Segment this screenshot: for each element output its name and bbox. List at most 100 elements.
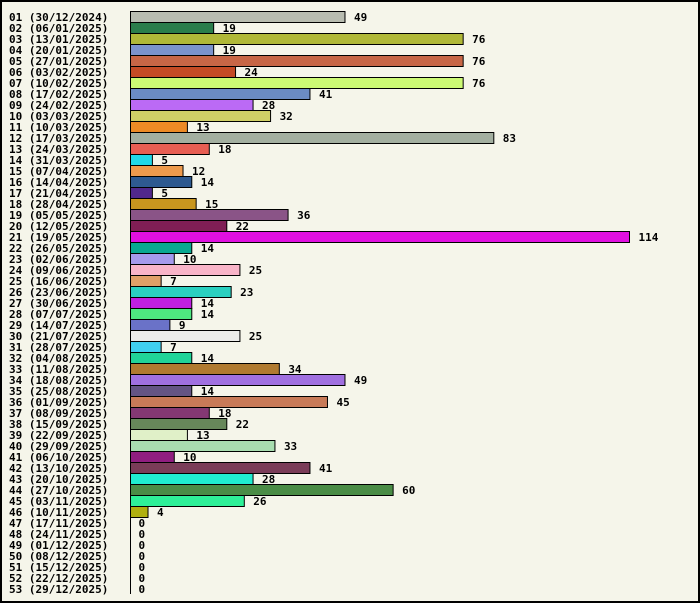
category-label: 06 (03/02/2025) <box>9 66 108 79</box>
bar <box>130 352 193 364</box>
category-label: 22 (26/05/2025) <box>9 242 108 255</box>
bar <box>130 253 175 265</box>
bar <box>130 110 272 122</box>
category-label: 12 (17/03/2025) <box>9 132 108 145</box>
category-label: 37 (08/09/2025) <box>9 407 108 420</box>
value-label: 18 <box>218 407 231 420</box>
value-label: 22 <box>236 220 249 233</box>
value-label: 34 <box>288 363 302 376</box>
bar <box>130 22 215 34</box>
category-label: 04 (20/01/2025) <box>9 44 108 57</box>
value-label: 49 <box>354 11 367 24</box>
bar <box>130 319 171 331</box>
value-label: 12 <box>192 165 205 178</box>
bar <box>130 429 188 441</box>
value-label: 14 <box>201 308 215 321</box>
category-label: 07 (10/02/2025) <box>9 77 108 90</box>
category-label: 33 (11/08/2025) <box>9 363 108 376</box>
bar <box>130 462 311 474</box>
category-label: 27 (30/06/2025) <box>9 297 108 310</box>
bar <box>130 374 346 386</box>
category-label: 35 (25/08/2025) <box>9 385 108 398</box>
category-label: 15 (07/04/2025) <box>9 165 108 178</box>
category-label: 52 (22/12/2025) <box>9 572 108 585</box>
bar <box>130 484 394 496</box>
category-label: 43 (20/10/2025) <box>9 473 108 486</box>
value-label: 10 <box>183 253 196 266</box>
bar <box>130 11 346 23</box>
category-label: 11 (10/03/2025) <box>9 121 108 134</box>
category-label: 32 (04/08/2025) <box>9 352 108 365</box>
bar <box>130 363 280 375</box>
category-label: 03 (13/01/2025) <box>9 33 108 46</box>
category-label: 40 (29/09/2025) <box>9 440 108 453</box>
value-label: 83 <box>503 132 516 145</box>
value-label: 26 <box>253 495 267 508</box>
bar <box>130 55 464 67</box>
category-label: 47 (17/11/2025) <box>9 517 108 530</box>
value-label: 45 <box>336 396 349 409</box>
category-label: 13 (24/03/2025) <box>9 143 108 156</box>
bar <box>130 308 193 320</box>
category-label: 16 (14/04/2025) <box>9 176 108 189</box>
bar <box>130 209 289 221</box>
bar <box>130 176 193 188</box>
value-label: 18 <box>218 143 231 156</box>
value-label: 25 <box>249 264 262 277</box>
category-label: 28 (07/07/2025) <box>9 308 108 321</box>
category-label: 25 (16/06/2025) <box>9 275 108 288</box>
bar <box>130 220 228 232</box>
value-label: 41 <box>319 462 333 475</box>
bar <box>130 77 464 89</box>
bar <box>130 341 162 353</box>
category-label: 42 (13/10/2025) <box>9 462 108 475</box>
value-label: 41 <box>319 88 333 101</box>
value-label: 14 <box>201 297 215 310</box>
bar <box>130 165 184 177</box>
value-label: 5 <box>161 187 168 200</box>
category-label: 20 (12/05/2025) <box>9 220 108 233</box>
bar <box>130 187 153 199</box>
bar <box>130 418 228 430</box>
category-label: 41 (06/10/2025) <box>9 451 108 464</box>
bar <box>130 132 495 144</box>
value-label: 0 <box>139 528 146 541</box>
value-label: 14 <box>201 242 215 255</box>
bar <box>130 143 210 155</box>
category-label: 01 (30/12/2024) <box>9 11 108 24</box>
bar <box>130 264 241 276</box>
value-label: 0 <box>139 583 146 596</box>
value-label: 114 <box>639 231 659 244</box>
bar <box>130 99 254 111</box>
bar <box>130 44 215 56</box>
value-label: 0 <box>139 561 146 574</box>
bar <box>130 440 276 452</box>
category-label: 26 (23/06/2025) <box>9 286 108 299</box>
bar <box>130 231 630 243</box>
bar <box>130 33 464 45</box>
category-label: 39 (22/09/2025) <box>9 429 108 442</box>
value-label: 5 <box>161 154 168 167</box>
category-label: 23 (02/06/2025) <box>9 253 108 266</box>
category-label: 48 (24/11/2025) <box>9 528 108 541</box>
value-label: 0 <box>139 539 146 552</box>
value-label: 19 <box>223 22 236 35</box>
category-label: 46 (10/11/2025) <box>9 506 108 519</box>
bar <box>130 198 197 210</box>
value-label: 15 <box>205 198 218 211</box>
value-label: 14 <box>201 352 215 365</box>
category-label: 18 (28/04/2025) <box>9 198 108 211</box>
value-label: 36 <box>297 209 311 222</box>
value-label: 7 <box>170 275 177 288</box>
value-label: 28 <box>262 473 275 486</box>
bar <box>130 286 232 298</box>
bar <box>130 451 175 463</box>
value-label: 0 <box>139 550 146 563</box>
value-label: 28 <box>262 99 275 112</box>
value-label: 19 <box>223 44 236 57</box>
category-label: 19 (05/05/2025) <box>9 209 108 222</box>
category-label: 30 (21/07/2025) <box>9 330 108 343</box>
value-label: 7 <box>170 341 177 354</box>
